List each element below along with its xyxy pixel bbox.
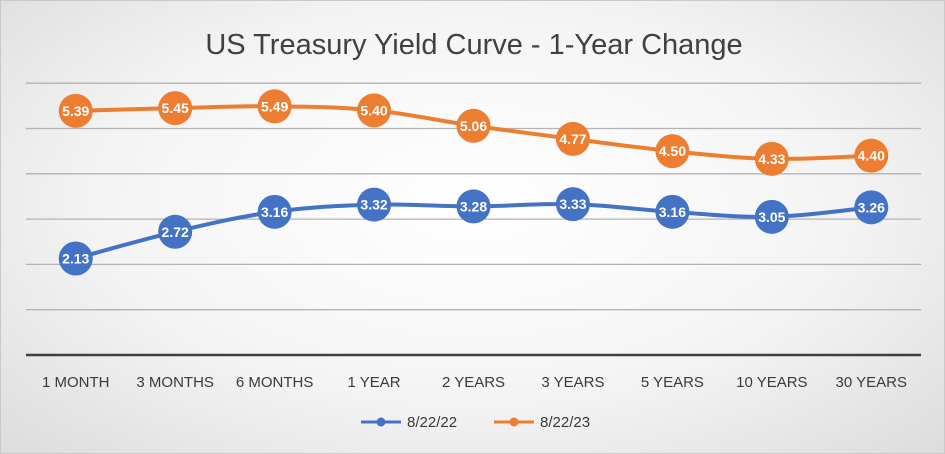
data-point-marker (456, 189, 491, 224)
x-tick-label: 3 YEARS (541, 374, 604, 391)
data-label: 5.39 (62, 103, 89, 119)
x-tick-label: 5 YEARS (641, 374, 704, 391)
data-label: 3.16 (659, 204, 686, 220)
legend: 8/22/22 8/22/23 (361, 414, 590, 431)
data-point-marker (854, 190, 889, 225)
data-point-marker (754, 199, 789, 234)
legend-label: 8/22/23 (540, 414, 590, 431)
data-point-marker (58, 241, 93, 276)
x-tick-label: 6 MONTHS (236, 374, 314, 391)
legend-marker-swatch (376, 417, 386, 427)
data-label: 5.45 (162, 100, 189, 116)
data-label: 3.05 (758, 209, 785, 225)
data-point-marker (555, 187, 590, 222)
data-point-marker (357, 187, 392, 222)
x-tick-label: 3 MONTHS (136, 374, 214, 391)
data-label: 3.28 (460, 198, 487, 214)
data-point-marker (357, 93, 392, 128)
data-label: 4.77 (559, 131, 586, 147)
data-label: 2.13 (62, 251, 89, 267)
data-label: 5.49 (261, 98, 288, 114)
data-label: 4.40 (858, 148, 885, 164)
chart-title: US Treasury Yield Curve - 1-Year Change (205, 29, 742, 61)
series-2: 5.39 5.45 5.49 5.40 5.06 4.77 4.50 4.33 4.40 (58, 89, 889, 176)
data-label: 3.16 (261, 204, 288, 220)
data-point-marker (257, 194, 292, 229)
data-label: 5.40 (360, 102, 387, 118)
data-point-marker (555, 121, 590, 156)
data-point-marker (58, 93, 93, 128)
legend-item-1: 8/22/22 (361, 414, 457, 431)
x-tick-label: 2 YEARS (442, 374, 505, 391)
data-label: 4.50 (659, 143, 686, 159)
x-tick-label: 30 YEARS (836, 374, 907, 391)
data-point-marker (158, 91, 193, 126)
data-point-marker (754, 141, 789, 176)
data-point-marker (655, 134, 690, 169)
data-label: 3.26 (858, 199, 885, 215)
x-tick-label: 10 YEARS (736, 374, 807, 391)
series-group: 2.13 2.72 3.16 3.32 3.28 3.33 3.16 3.05 3.26 5.39… (58, 89, 889, 276)
data-point-marker (257, 89, 292, 124)
x-axis-tick-labels: 1 MONTH 3 MONTHS 6 MONTHS 1 YEAR 2 YEARS 3 YE… (42, 374, 907, 391)
x-tick-label: 1 MONTH (42, 374, 110, 391)
data-point-marker (854, 138, 889, 173)
data-point-marker (456, 108, 491, 143)
x-tick-label: 1 YEAR (348, 374, 401, 391)
legend-marker-swatch (509, 417, 519, 427)
data-label: 4.33 (758, 151, 785, 167)
legend-label: 8/22/22 (407, 414, 457, 431)
data-point-marker (158, 214, 193, 249)
legend-item-2: 8/22/23 (494, 414, 590, 431)
data-point-marker (655, 194, 690, 229)
series-1: 2.13 2.72 3.16 3.32 3.28 3.33 3.16 3.05 3.26 (58, 187, 889, 276)
data-label: 2.72 (162, 224, 189, 240)
data-label: 5.06 (460, 118, 487, 134)
data-label: 3.32 (360, 197, 387, 213)
data-label: 3.33 (559, 196, 586, 212)
